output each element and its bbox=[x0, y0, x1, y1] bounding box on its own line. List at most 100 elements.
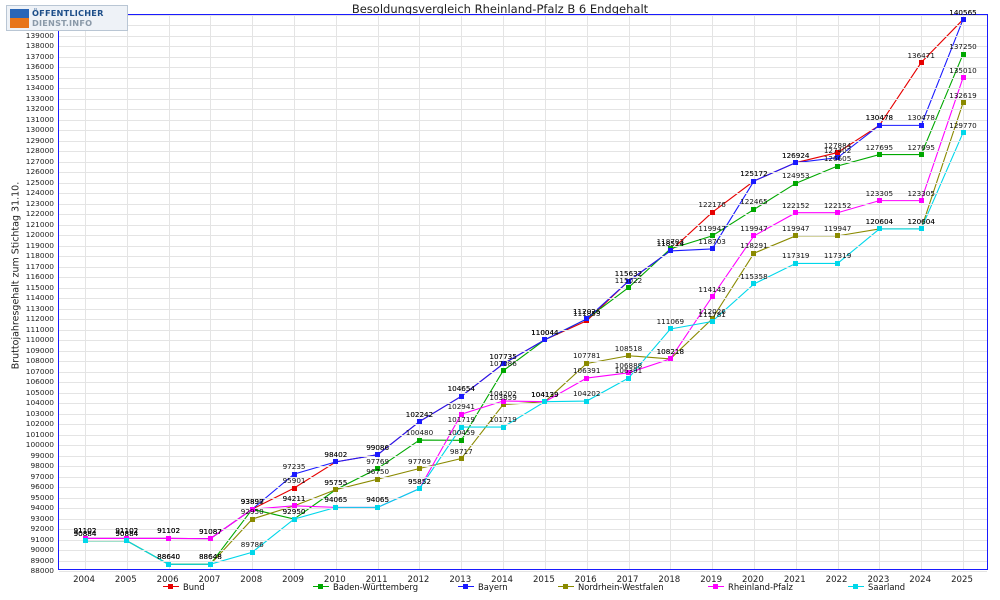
data-point-label: 102941 bbox=[447, 402, 475, 412]
data-point-label: 127695 bbox=[865, 142, 894, 152]
data-point-label: 88648 bbox=[198, 552, 222, 562]
data-point-label: 122176 bbox=[698, 200, 726, 210]
series-line bbox=[85, 77, 964, 540]
legend-item[interactable]: Rheinland-Pfalz bbox=[708, 582, 793, 592]
y-tick-label: 129000 bbox=[25, 135, 54, 145]
y-tick-label: 113000 bbox=[25, 303, 54, 313]
gridline-horizontal bbox=[59, 308, 987, 310]
data-point bbox=[876, 226, 882, 232]
data-point bbox=[876, 198, 882, 204]
data-point-label: 120604 bbox=[865, 216, 894, 226]
legend-item[interactable]: Bayern bbox=[458, 582, 508, 592]
gridline-horizontal bbox=[59, 550, 987, 552]
gridline-horizontal bbox=[59, 35, 987, 37]
y-tick-label: 98000 bbox=[30, 461, 54, 471]
data-point-label: 119947 bbox=[823, 223, 852, 233]
data-point bbox=[667, 356, 673, 362]
gridline-horizontal bbox=[59, 560, 987, 562]
data-point bbox=[709, 233, 715, 239]
legend-item[interactable]: Nordrhein-Westfalen bbox=[558, 582, 664, 592]
data-point bbox=[751, 178, 757, 184]
gridline-vertical bbox=[252, 15, 254, 569]
data-point bbox=[709, 294, 715, 300]
data-point-label: 118703 bbox=[698, 236, 726, 246]
data-point-label: 110044 bbox=[531, 327, 559, 337]
x-tick-label: 2008 bbox=[240, 575, 263, 585]
legend-item[interactable]: Saarland bbox=[848, 582, 905, 592]
data-point bbox=[584, 360, 590, 366]
data-point bbox=[960, 130, 966, 136]
data-point-label: 110044 bbox=[531, 327, 559, 337]
data-point bbox=[835, 163, 841, 169]
legend-label: Baden-Württemberg bbox=[333, 582, 419, 592]
data-point-label: 108218 bbox=[656, 346, 685, 356]
data-point-label: 118514 bbox=[656, 238, 685, 248]
legend-marker bbox=[168, 584, 173, 589]
gridline-vertical bbox=[963, 15, 964, 569]
y-tick-label: 124000 bbox=[25, 188, 54, 198]
y-tick-label: 127000 bbox=[25, 156, 54, 166]
data-point bbox=[876, 152, 882, 158]
data-point-label: 125172 bbox=[740, 169, 768, 179]
x-tick-label: 2011 bbox=[365, 575, 388, 585]
data-point-label: 88648 bbox=[198, 552, 222, 562]
data-point bbox=[793, 210, 799, 216]
data-point-label: 94065 bbox=[324, 495, 348, 505]
gridline-vertical bbox=[85, 15, 86, 569]
data-point-label: 95901 bbox=[282, 476, 306, 486]
data-point-label: 104139 bbox=[531, 389, 559, 399]
data-point bbox=[626, 370, 632, 376]
data-point-label: 97235 bbox=[282, 462, 306, 472]
data-point-label: 111853 bbox=[572, 308, 601, 318]
x-tick-label: 2005 bbox=[114, 575, 137, 585]
data-point bbox=[458, 411, 464, 417]
series-line bbox=[85, 19, 964, 540]
data-point-label: 108218 bbox=[656, 346, 685, 356]
logo-square-blue bbox=[10, 9, 29, 18]
gridline-horizontal bbox=[59, 287, 987, 289]
y-tick-label: 131000 bbox=[25, 114, 54, 124]
data-point bbox=[709, 209, 715, 215]
y-tick-label: 137000 bbox=[25, 51, 54, 61]
data-point bbox=[751, 206, 757, 212]
legend-swatch bbox=[848, 584, 864, 589]
gridline-vertical bbox=[670, 15, 672, 569]
data-point-label: 104139 bbox=[531, 389, 559, 399]
data-point-label: 111781 bbox=[698, 309, 726, 319]
gridline-horizontal bbox=[59, 340, 987, 342]
logo-line-2: DIENST.INFO bbox=[32, 18, 93, 28]
y-tick-label: 135000 bbox=[25, 72, 54, 82]
data-point bbox=[667, 248, 673, 254]
y-tick-label: 118000 bbox=[25, 251, 54, 261]
gridline-horizontal bbox=[59, 392, 987, 394]
data-point-label: 91102 bbox=[73, 526, 97, 536]
legend-item[interactable]: Bund bbox=[163, 582, 205, 592]
data-point-label: 91102 bbox=[157, 526, 181, 536]
data-point-label: 98402 bbox=[324, 449, 348, 459]
legend-label: Nordrhein-Westfalen bbox=[578, 582, 664, 592]
y-tick-label: 95000 bbox=[30, 492, 54, 502]
gridline-vertical bbox=[586, 15, 588, 569]
y-tick-label: 114000 bbox=[25, 293, 54, 303]
data-point-label: 106391 bbox=[572, 366, 601, 376]
data-point-label: 98717 bbox=[449, 446, 473, 456]
legend-item[interactable]: Baden-Württemberg bbox=[313, 582, 418, 592]
data-point bbox=[835, 210, 841, 216]
y-tick-label: 134000 bbox=[25, 83, 54, 93]
y-tick-label: 115000 bbox=[25, 282, 54, 292]
gridline-horizontal bbox=[59, 445, 987, 447]
x-tick-label: 2016 bbox=[574, 575, 597, 585]
y-tick-label: 107000 bbox=[25, 366, 54, 376]
data-point-label: 90884 bbox=[73, 528, 97, 538]
y-tick-label: 117000 bbox=[25, 261, 54, 271]
gridline-horizontal bbox=[59, 434, 987, 436]
gridline-horizontal bbox=[59, 497, 987, 499]
series-line bbox=[85, 19, 964, 540]
data-point bbox=[542, 337, 548, 343]
data-point-label: 115022 bbox=[614, 275, 643, 285]
gridline-vertical bbox=[795, 15, 797, 569]
data-point bbox=[124, 538, 130, 544]
site-logo: ÖFFENTLICHER DIENST.INFO bbox=[6, 5, 128, 31]
data-point bbox=[709, 319, 715, 325]
data-point bbox=[291, 471, 297, 477]
